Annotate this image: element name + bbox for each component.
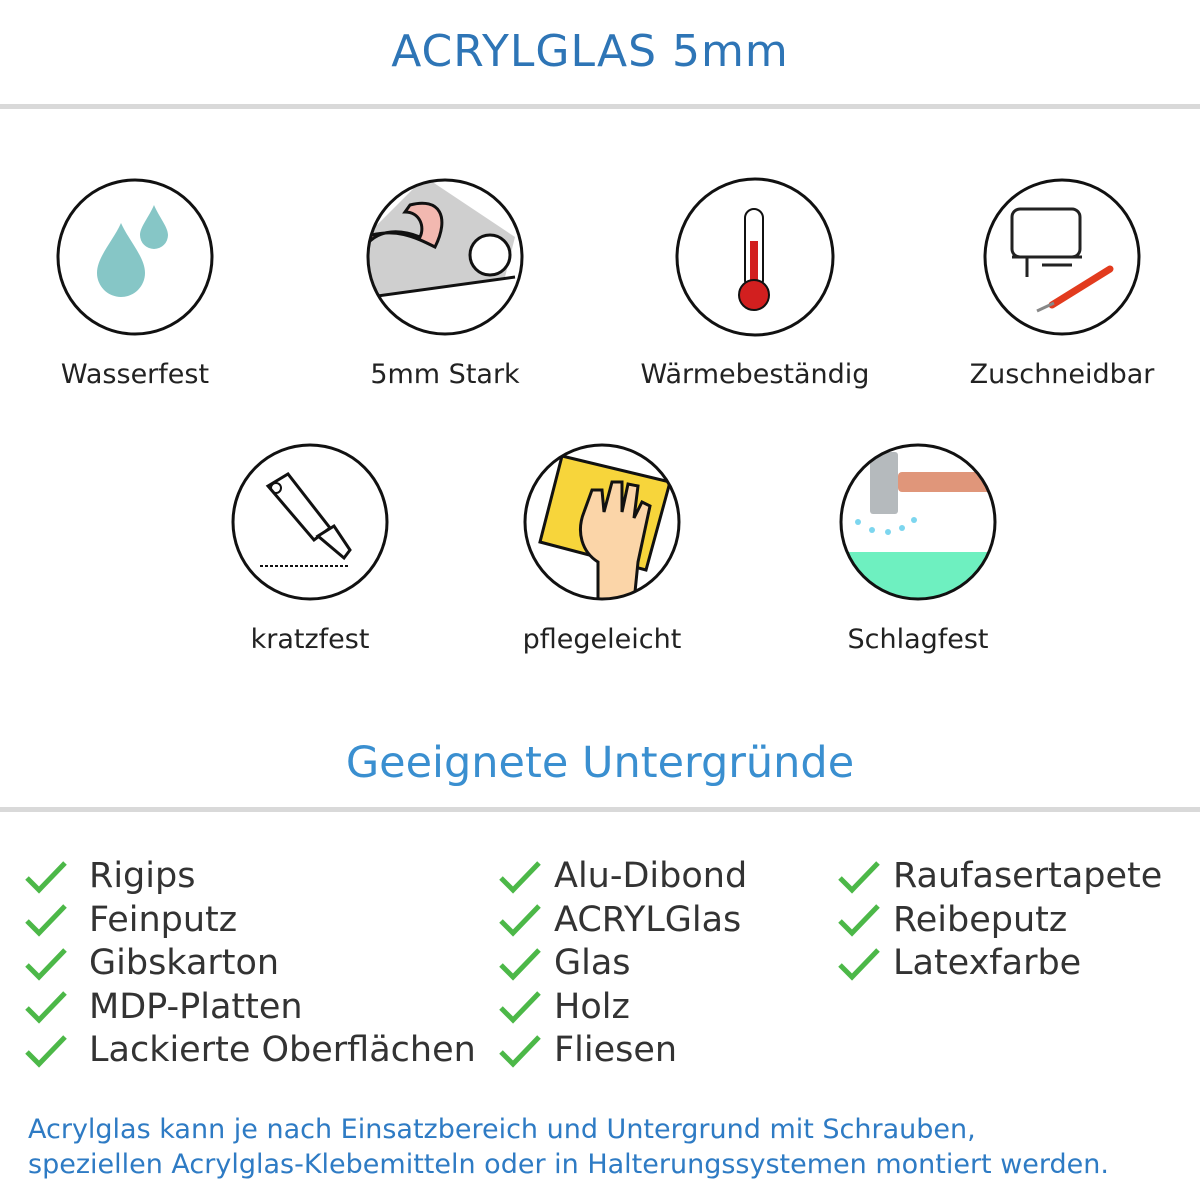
feature-label: Zuschneidbar	[969, 359, 1155, 390]
check-icon	[499, 861, 541, 894]
list-item: Holz	[499, 986, 747, 1030]
surface-list-2: Alu-Dibond ACRYLGlas Glas Holz Fliesen	[499, 855, 747, 1073]
feature-label: 5mm Stark	[370, 359, 520, 390]
surface-list-3: Raufasertapete Reibeputz Latexfarbe	[838, 855, 1162, 986]
feature-label: Wärmebeständig	[640, 359, 870, 390]
feature-label: Wasserfest	[60, 359, 210, 390]
strong-arm-icon	[366, 178, 524, 336]
jigsaw-cutter-icon	[983, 178, 1141, 336]
feature-label: Schlagfest	[847, 624, 989, 655]
check-icon	[25, 991, 67, 1024]
check-icon	[838, 904, 880, 937]
divider	[0, 104, 1200, 109]
list-item: Alu-Dibond	[499, 855, 747, 899]
check-icon	[25, 904, 67, 937]
hand-sponge-icon	[523, 443, 681, 601]
check-icon	[25, 1035, 67, 1068]
feature-schlagfest: Schlagfest	[788, 442, 1048, 655]
list-item: Raufasertapete	[838, 855, 1162, 899]
water-drops-icon	[56, 178, 214, 336]
list-item: Gibskarton	[25, 942, 476, 986]
feature-zuschneidbar: Zuschneidbar	[932, 177, 1192, 390]
check-icon	[25, 948, 67, 981]
list-item: Latexfarbe	[838, 942, 1162, 986]
check-icon	[499, 991, 541, 1024]
feature-label: kratzfest	[250, 624, 370, 655]
feature-5mm-stark: 5mm Stark	[315, 177, 575, 390]
section-title: Geeignete Untergründe	[345, 738, 855, 788]
mounting-note: Acrylglas kann je nach Einsatzbereich un…	[28, 1112, 1109, 1182]
box-cutter-icon	[231, 443, 389, 601]
page-title: ACRYLGLAS 5mm	[391, 26, 789, 77]
note-line-1: Acrylglas kann je nach Einsatzbereich un…	[28, 1114, 976, 1145]
check-icon	[25, 861, 67, 894]
list-item: Lackierte Oberflächen	[25, 1029, 476, 1073]
feature-kratzfest: kratzfest	[180, 442, 440, 655]
note-line-2: speziellen Acrylglas-Klebemitteln oder i…	[28, 1149, 1109, 1180]
check-icon	[838, 948, 880, 981]
feature-waermebestaendig: Wärmebeständig	[625, 177, 885, 390]
check-icon	[499, 1035, 541, 1068]
feature-pflegeleicht: pflegeleicht	[472, 442, 732, 655]
thermometer-icon	[675, 177, 835, 337]
list-item: Fliesen	[499, 1029, 747, 1073]
check-icon	[499, 948, 541, 981]
feature-wasserfest: Wasserfest	[5, 177, 265, 390]
check-icon	[838, 861, 880, 894]
list-item: MDP-Platten	[25, 986, 476, 1030]
divider	[0, 807, 1200, 812]
surface-list-1: Rigips Feinputz Gibskarton MDP-Platten L…	[25, 855, 476, 1073]
list-item: Feinputz	[25, 899, 476, 943]
check-icon	[499, 904, 541, 937]
feature-label: pflegeleicht	[522, 624, 682, 655]
hammer-impact-icon	[839, 443, 997, 601]
list-item: Reibeputz	[838, 899, 1162, 943]
list-item: Rigips	[25, 855, 476, 899]
list-item: ACRYLGlas	[499, 899, 747, 943]
list-item: Glas	[499, 942, 747, 986]
